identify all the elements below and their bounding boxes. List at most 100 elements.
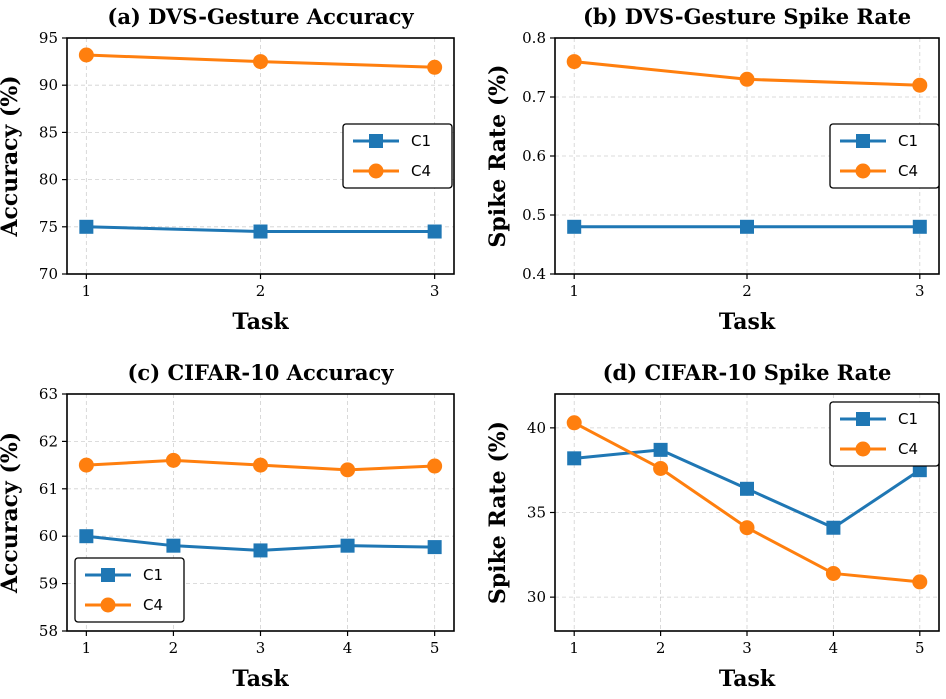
y-axis-label: Accuracy (%) xyxy=(0,75,23,237)
data-point-c4 xyxy=(566,415,582,431)
data-point-c1 xyxy=(340,538,355,553)
y-tick-label: 0.7 xyxy=(522,88,546,106)
legend-label-c4: C4 xyxy=(143,596,163,614)
legend: C1 C4 xyxy=(829,401,940,467)
y-tick-label: 61 xyxy=(39,480,58,498)
legend-box xyxy=(829,123,940,189)
legend-label-c1: C1 xyxy=(143,566,163,584)
data-point-c4 xyxy=(566,54,582,70)
data-point-c1 xyxy=(253,543,268,558)
legend-label-c4: C4 xyxy=(898,162,918,180)
legend-label-c1: C1 xyxy=(898,132,918,150)
data-point-c4 xyxy=(912,574,928,590)
data-point-c4 xyxy=(912,77,928,93)
legend-marker-c4 xyxy=(855,441,871,457)
chart-title: (b) DVS-Gesture Spike Rate xyxy=(583,4,911,29)
data-point-c1 xyxy=(740,481,754,496)
x-tick-label: 5 xyxy=(430,639,440,657)
legend-marker-c1 xyxy=(369,134,383,148)
data-point-c1 xyxy=(567,451,582,466)
data-point-c1 xyxy=(427,540,442,555)
x-axis-label: Task xyxy=(719,309,776,335)
data-point-c4 xyxy=(653,460,669,476)
y-tick-label: 63 xyxy=(39,385,58,403)
data-point-c1 xyxy=(912,463,927,478)
y-tick-label: 80 xyxy=(39,171,58,189)
y-tick-label: 30 xyxy=(527,588,546,606)
y-axis-label: Spike Rate (%) xyxy=(485,421,511,604)
data-point-c4 xyxy=(739,71,755,87)
x-tick-label: 1 xyxy=(82,282,92,300)
data-point-c1 xyxy=(567,219,582,234)
chart-title: (c) CIFAR-10 Accuracy xyxy=(128,360,395,385)
x-tick-label: 1 xyxy=(569,282,579,300)
y-tick-label: 0.6 xyxy=(522,147,546,165)
legend: C1 C4 xyxy=(342,123,453,189)
x-tick-label: 1 xyxy=(569,639,579,657)
data-point-c1 xyxy=(79,219,94,234)
x-tick-label: 3 xyxy=(915,282,925,300)
legend-box xyxy=(829,401,940,467)
data-point-c1 xyxy=(427,224,442,239)
x-axis-label: Task xyxy=(719,666,776,692)
legend-marker-c4 xyxy=(855,163,871,179)
x-tick-label: 1 xyxy=(82,639,92,657)
data-point-c4 xyxy=(253,457,268,473)
y-tick-label: 70 xyxy=(39,265,58,283)
data-point-c1 xyxy=(912,219,927,234)
x-tick-label: 4 xyxy=(343,639,353,657)
y-tick-label: 75 xyxy=(39,218,58,236)
x-tick-label: 3 xyxy=(430,282,440,300)
x-tick-label: 2 xyxy=(656,639,666,657)
data-point-c1 xyxy=(826,520,841,535)
data-point-c4 xyxy=(78,457,94,473)
legend-marker-c4 xyxy=(100,597,116,613)
y-tick-label: 0.5 xyxy=(522,206,546,224)
data-point-c4 xyxy=(78,47,94,63)
legend: C1 C4 xyxy=(829,123,940,189)
y-axis-label: Accuracy (%) xyxy=(0,432,23,594)
data-point-c1 xyxy=(79,529,94,544)
chart-a: 1 2 3 70 75 80 85 90 95 (a) DVS-Gesture Accuracy T… xyxy=(0,4,455,335)
legend-label-c4: C4 xyxy=(411,162,431,180)
legend-box xyxy=(74,557,185,623)
data-point-c1 xyxy=(740,219,754,234)
x-tick-label: 2 xyxy=(256,282,266,300)
x-tick-label: 3 xyxy=(256,639,266,657)
y-tick-label: 0.4 xyxy=(522,265,546,283)
legend-box xyxy=(342,123,453,189)
y-tick-label: 60 xyxy=(39,527,58,545)
data-point-c1 xyxy=(253,224,268,239)
legend-label-c1: C1 xyxy=(898,410,918,428)
x-tick-label: 2 xyxy=(742,282,752,300)
x-tick-label: 3 xyxy=(742,639,752,657)
legend: C1 C4 xyxy=(74,557,185,623)
chart-c: 1 2 3 4 5 58 59 60 61 62 63 (c) CIFAR-10 Accuracy Ta… xyxy=(0,360,455,692)
legend-marker-c1 xyxy=(856,412,870,426)
y-tick-label: 90 xyxy=(39,76,58,94)
legend-marker-c1 xyxy=(856,134,870,148)
y-tick-label: 40 xyxy=(527,419,546,437)
x-axis-label: Task xyxy=(232,309,289,335)
legend-label-c4: C4 xyxy=(898,440,918,458)
chart-title: (a) DVS-Gesture Accuracy xyxy=(107,4,414,29)
legend-label-c1: C1 xyxy=(411,132,431,150)
chart-b: 1 2 3 0.4 0.5 0.6 0.7 0.8 (b) DVS-Gesture Spike … xyxy=(485,4,940,335)
data-point-c1 xyxy=(166,538,181,553)
x-tick-label: 5 xyxy=(915,639,925,657)
data-point-c4 xyxy=(739,520,755,536)
y-tick-label: 59 xyxy=(39,575,58,593)
x-tick-label: 4 xyxy=(829,639,839,657)
y-tick-label: 85 xyxy=(39,123,58,141)
y-tick-label: 95 xyxy=(39,29,58,47)
legend-marker-c4 xyxy=(368,163,384,179)
y-tick-label: 62 xyxy=(39,432,58,450)
y-axis-label: Spike Rate (%) xyxy=(485,64,511,247)
data-point-c4 xyxy=(253,54,268,70)
data-point-c4 xyxy=(825,565,841,581)
data-point-c1 xyxy=(653,442,668,457)
y-tick-label: 58 xyxy=(39,622,58,640)
chart-title: (d) CIFAR-10 Spike Rate xyxy=(603,360,892,385)
y-tick-label: 0.8 xyxy=(522,29,546,47)
